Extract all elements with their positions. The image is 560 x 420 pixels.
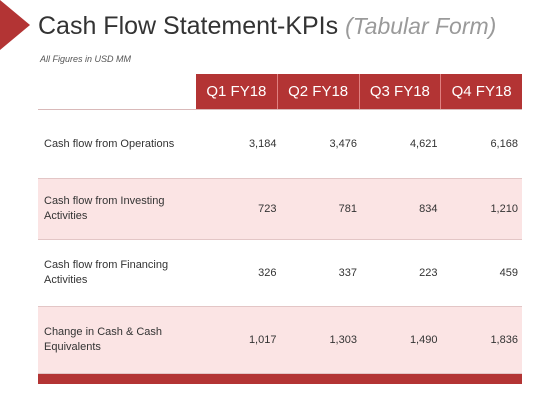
cell-value: 6,168 [490, 138, 518, 150]
cell-value: 1,017 [248, 334, 277, 346]
column-header: Q3 FY18 [358, 74, 441, 109]
cell-value: 4,621 [409, 138, 438, 150]
cell-value: 834 [419, 203, 438, 215]
column-header: Q2 FY18 [276, 74, 359, 109]
cell-value: 781 [338, 203, 357, 215]
page-title: Cash Flow Statement-KPIs (Tabular Form) [38, 12, 496, 41]
cell-value: 223 [419, 267, 438, 279]
cell-value: 3,476 [329, 138, 357, 150]
table-row: Cash flow from Operations 3,184 3,476 4,… [38, 110, 522, 179]
row-label: Cash flow from Financing Activities [44, 259, 169, 286]
row-label: Change in Cash & Cash Equivalents [44, 326, 163, 353]
table-row: Change in Cash & Cash Equivalents 1,017 … [38, 307, 522, 374]
column-header: Q4 FY18 [440, 74, 522, 109]
column-header: Q1 FY18 [206, 83, 267, 100]
corner-accent-shape [0, 0, 30, 50]
cell-value: 723 [258, 203, 277, 215]
header-divider [38, 109, 522, 110]
units-note: All Figures in USD MM [40, 54, 132, 64]
title-subtitle: (Tabular Form) [345, 13, 497, 39]
title-main: Cash Flow Statement-KPIs [38, 12, 339, 40]
table-row: Cash flow from Financing Activities 326 … [38, 240, 522, 307]
table-footer-bar [38, 374, 522, 384]
cell-value: 1,836 [490, 334, 518, 346]
table-row: Cash flow from Investing Activities 723 … [38, 179, 522, 240]
cell-value: 337 [338, 267, 357, 279]
cell-value: 459 [499, 267, 518, 279]
cell-value: 1,303 [329, 334, 357, 346]
table-header: Q1 FY18 Q2 FY18 Q3 FY18 Q4 FY18 [196, 74, 522, 109]
cell-value: 326 [258, 267, 277, 279]
row-label: Cash flow from Operations [44, 137, 175, 150]
cell-value: 1,210 [490, 203, 518, 215]
cell-value: 1,490 [409, 334, 438, 346]
cell-value: 3,184 [248, 138, 277, 150]
row-label: Cash flow from Investing Activities [44, 195, 165, 222]
